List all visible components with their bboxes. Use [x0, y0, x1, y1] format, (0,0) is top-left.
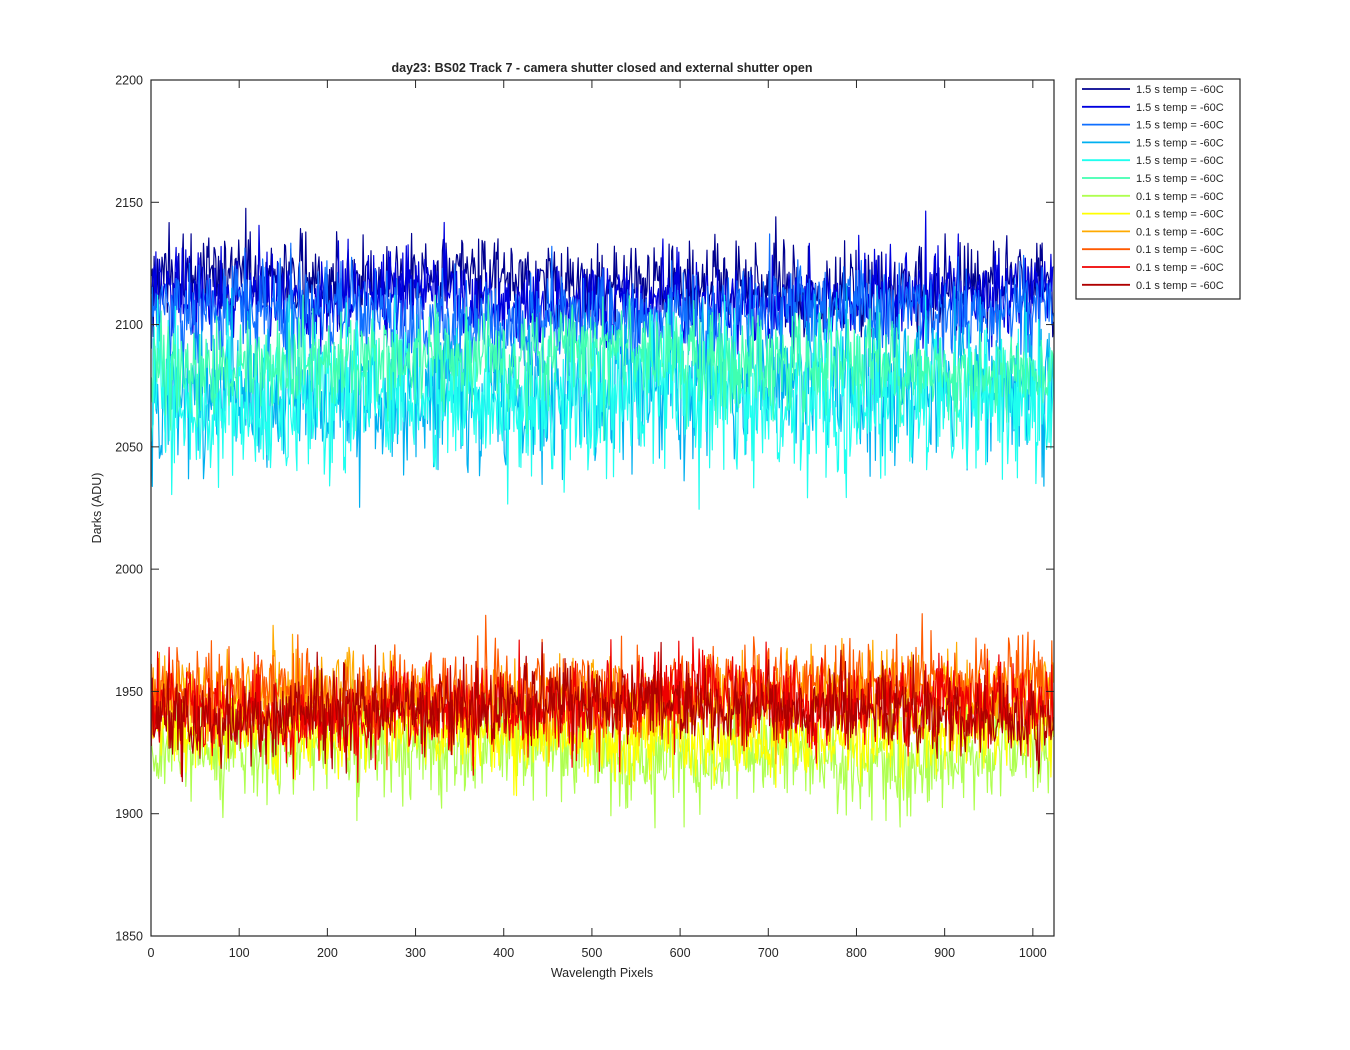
legend-label: 1.5 s temp = -60C	[1136, 102, 1224, 114]
y-tick-label: 1900	[115, 807, 143, 821]
series-line-6	[150, 294, 1055, 442]
legend-box	[1075, 78, 1241, 300]
series-lines	[150, 207, 1055, 829]
series-line-12	[150, 641, 1055, 783]
y-tick-label: 2150	[115, 196, 143, 210]
y-tick-label: 2200	[115, 74, 143, 88]
y-axis-label: Darks (ADU)	[90, 473, 104, 544]
legend-items: 1.5 s temp = -60C 1.5 s temp = -60C 1.5 s …	[1082, 84, 1224, 292]
legend-label: 1.5 s temp = -60C	[1136, 137, 1224, 149]
x-tick-label: 600	[670, 946, 691, 960]
x-tick-label: 500	[581, 946, 602, 960]
legend: 1.5 s temp = -60C 1.5 s temp = -60C 1.5 s …	[1075, 78, 1241, 300]
y-axis-ticks: 1850 1900 1950 2000 2050 2100 2150 2200	[115, 74, 1054, 944]
x-tick-label: 100	[229, 946, 250, 960]
x-axis-ticks: 0 100 200 300 400 500 600 700 800 900 1000	[148, 80, 1047, 960]
y-tick-label: 1950	[115, 685, 143, 699]
y-tick-label: 2000	[115, 563, 143, 577]
x-tick-label: 300	[405, 946, 426, 960]
y-tick-label: 2050	[115, 440, 143, 454]
x-tick-label: 900	[934, 946, 955, 960]
x-tick-label: 700	[758, 946, 779, 960]
chart-title: day23: BS02 Track 7 - camera shutter clo…	[392, 61, 813, 75]
x-axis-label: Wavelength Pixels	[551, 966, 653, 980]
axes-box	[150, 79, 1055, 937]
legend-label: 0.1 s temp = -60C	[1136, 262, 1224, 274]
y-tick-label: 2100	[115, 318, 143, 332]
legend-label: 0.1 s temp = -60C	[1136, 209, 1224, 221]
legend-label: 0.1 s temp = -60C	[1136, 191, 1224, 203]
x-tick-label: 800	[846, 946, 867, 960]
plot-area	[151, 80, 1054, 936]
legend-label: 1.5 s temp = -60C	[1136, 155, 1224, 167]
x-tick-label: 0	[148, 946, 155, 960]
legend-label: 0.1 s temp = -60C	[1136, 226, 1224, 238]
legend-label: 1.5 s temp = -60C	[1136, 84, 1224, 96]
legend-label: 1.5 s temp = -60C	[1136, 120, 1224, 132]
legend-label: 1.5 s temp = -60C	[1136, 173, 1224, 185]
x-tick-label: 400	[493, 946, 514, 960]
x-tick-label: 1000	[1019, 946, 1047, 960]
x-tick-label: 200	[317, 946, 338, 960]
legend-label: 0.1 s temp = -60C	[1136, 244, 1224, 256]
legend-label: 0.1 s temp = -60C	[1136, 280, 1224, 292]
y-tick-label: 1850	[115, 930, 143, 944]
